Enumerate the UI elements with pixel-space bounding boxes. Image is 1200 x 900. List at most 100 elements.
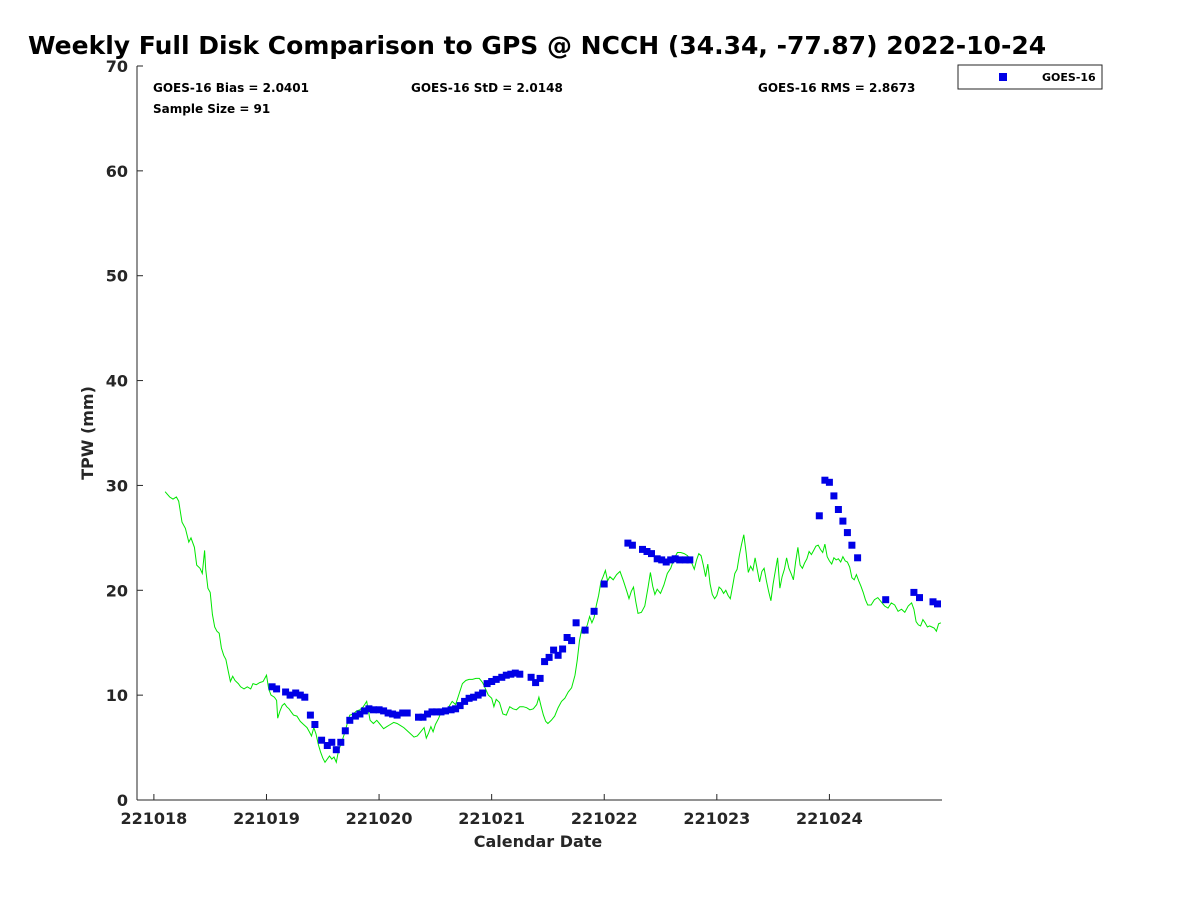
goes-16-point (624, 539, 632, 547)
goes-16-point (662, 558, 670, 566)
x-tick-label: 221020 (346, 809, 413, 828)
goes-16-point (600, 580, 608, 588)
goes-16-point (910, 588, 918, 596)
goes-16-point (671, 555, 679, 563)
goes-16-point (545, 653, 553, 661)
y-tick-label: 30 (106, 476, 128, 495)
y-tick-label: 60 (106, 162, 128, 181)
std-stat: GOES-16 StD = 2.0148 (411, 81, 563, 95)
goes-16-point (839, 517, 847, 525)
goes-16-series (268, 476, 941, 754)
goes-16-point (667, 556, 675, 564)
sample-size-stat: Sample Size = 91 (153, 102, 270, 116)
goes-16-point (375, 706, 383, 714)
goes-16-point (643, 548, 651, 555)
goes-16-point (488, 678, 496, 685)
goes-16-point (380, 707, 388, 715)
goes-16-point (554, 651, 562, 659)
goes-16-point (341, 727, 349, 735)
goes-16-point (628, 541, 636, 549)
goes-16-point (843, 529, 851, 537)
y-axis-label: TPW (mm) (78, 386, 97, 480)
goes-16-point (301, 693, 309, 701)
rms-stat: GOES-16 RMS = 2.8673 (758, 81, 915, 95)
gps-line (164, 491, 942, 764)
goes-16-point (532, 679, 540, 687)
goes-16-point (399, 709, 407, 717)
goes-16-point (854, 554, 862, 562)
goes-16-point (474, 691, 482, 699)
goes-16-point (648, 550, 655, 558)
goes-16-point (563, 634, 571, 641)
y-tick-label: 40 (106, 372, 128, 391)
chart-title: Weekly Full Disk Comparison to GPS @ NCC… (28, 31, 1046, 60)
goes-16-point (318, 736, 326, 744)
goes-16-point (461, 697, 469, 705)
goes-16-point (369, 706, 377, 714)
x-tick-label: 221018 (120, 809, 187, 828)
goes-16-point (550, 646, 558, 654)
plot-area (136, 66, 942, 801)
x-tick-label: 221023 (683, 809, 750, 828)
y-tick-label: 50 (106, 267, 128, 286)
bias-stat: GOES-16 Bias = 2.0401 (153, 81, 309, 95)
goes-16-point (296, 691, 304, 699)
goes-16-point (351, 712, 359, 720)
goes-16-point (516, 670, 524, 678)
gps-series (164, 491, 942, 764)
x-tick-label: 221021 (458, 809, 525, 828)
goes-16-point (559, 645, 567, 653)
goes-16-point (492, 675, 500, 683)
goes-16-point (821, 476, 829, 484)
goes-16-point (424, 710, 431, 718)
x-axis-ticks: 221018 221019 221020 221021 221022 221023 2210… (120, 794, 863, 828)
y-axis-ticks: 0 10 20 30 40 50 60 70 (106, 57, 143, 810)
x-tick-label: 221022 (571, 809, 638, 828)
goes-16-point (825, 478, 833, 486)
goes-16-point (328, 738, 336, 746)
goes-16-point (834, 506, 842, 513)
goes-16-point (365, 705, 373, 713)
goes-16-point (658, 556, 666, 564)
goes-16-point (676, 556, 684, 564)
x-tick-label: 221024 (796, 809, 863, 828)
goes-16-point (507, 670, 515, 678)
goes-16-point (681, 556, 689, 564)
goes-16-point (337, 738, 345, 746)
legend: GOES-16 (957, 64, 1103, 90)
goes-16-point (639, 545, 646, 553)
goes-16-point (323, 742, 331, 749)
goes-16-point (282, 688, 290, 696)
goes-16-point (483, 680, 491, 688)
legend-marker (999, 73, 1007, 81)
x-tick-label: 221019 (233, 809, 300, 828)
goes-16-point (452, 705, 460, 713)
goes-16-point (433, 708, 440, 716)
goes-16-point (465, 694, 473, 702)
goes-16-point (311, 721, 319, 728)
goes-16-point (848, 541, 856, 549)
goes-16-point (437, 708, 445, 716)
y-tick-label: 20 (106, 581, 128, 600)
goes-16-point (470, 693, 478, 701)
y-tick-label: 10 (106, 686, 128, 705)
y-tick-label: 0 (117, 791, 128, 810)
x-axis-label: Calendar Date (474, 832, 603, 851)
goes-16-point (403, 709, 411, 717)
goes-16-point (536, 674, 544, 682)
goes-16-point (306, 711, 314, 719)
goes-16-point (428, 708, 436, 716)
goes-16-point (346, 716, 354, 724)
goes-16-point (498, 673, 506, 681)
goes-16-point (442, 707, 449, 715)
goes-16-point (268, 683, 276, 691)
goes-16-point (292, 689, 300, 697)
goes-16-point (686, 556, 694, 564)
goes-16-point (415, 713, 422, 721)
legend-box (957, 64, 1103, 90)
goes-16-point (389, 710, 397, 718)
goes-16-point (479, 689, 487, 697)
goes-16-point (527, 673, 535, 681)
goes-16-point (934, 600, 941, 608)
